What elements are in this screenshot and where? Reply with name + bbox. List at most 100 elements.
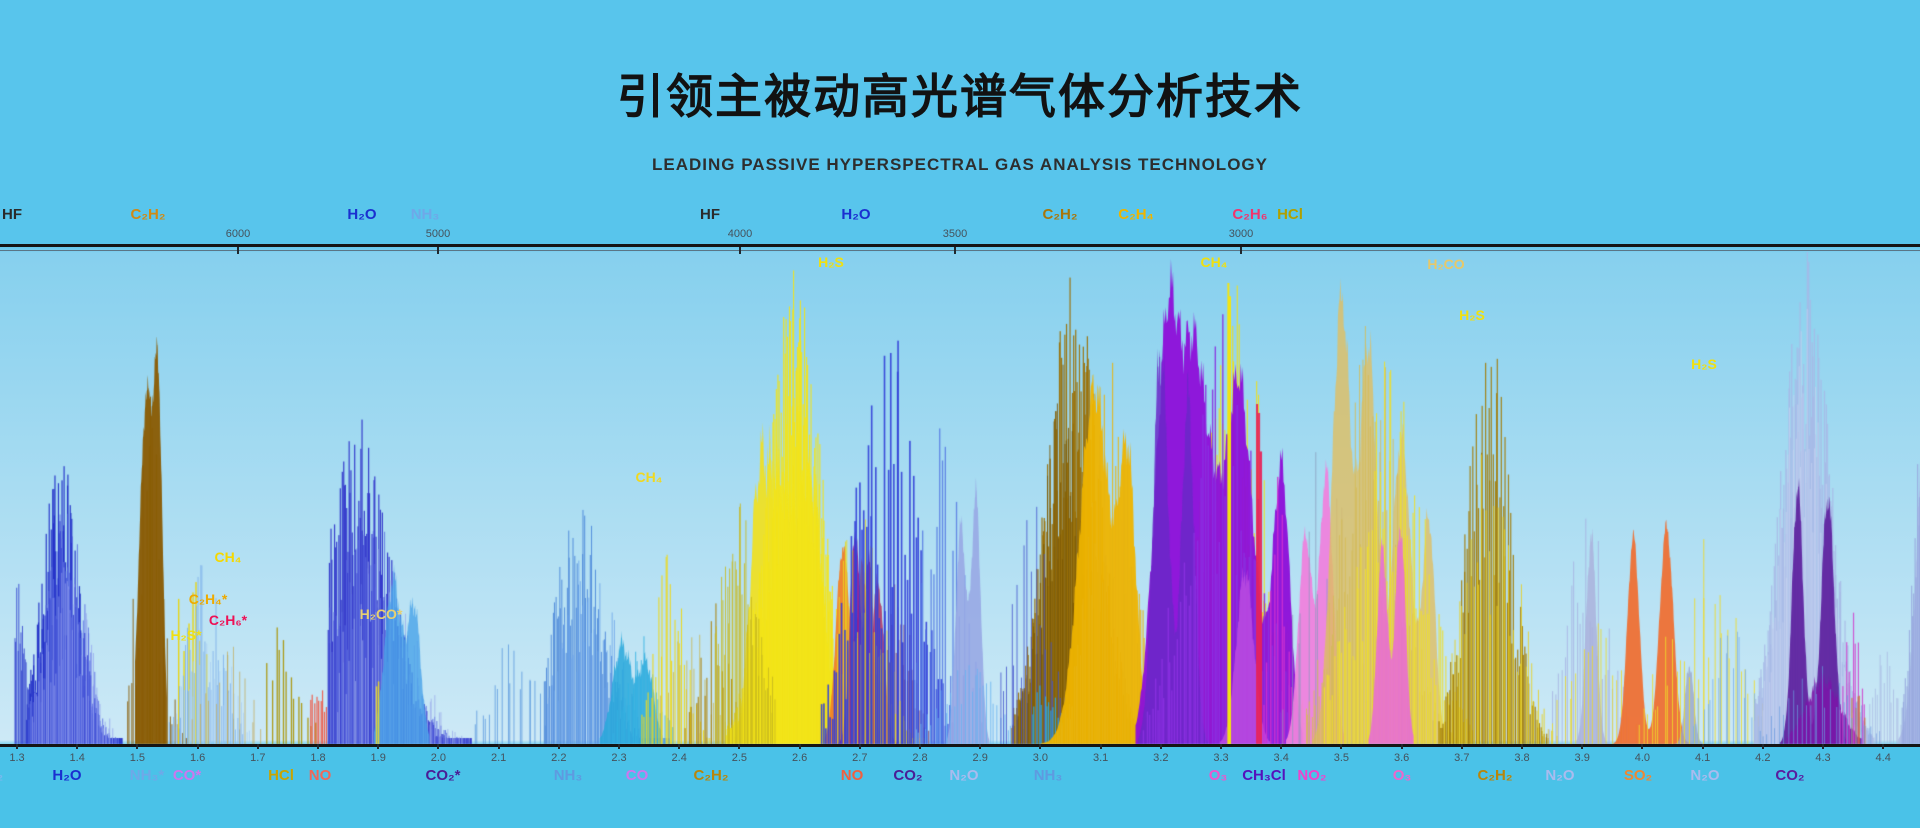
bottom-tick-label: 2.9 bbox=[972, 752, 988, 764]
bottom-tick-mark bbox=[738, 744, 741, 749]
bottom-tick-mark bbox=[196, 744, 199, 749]
bottom-molecule-label: CO₂* bbox=[425, 767, 461, 784]
bottom-tick-mark bbox=[1099, 744, 1102, 749]
bottom-tick-mark bbox=[1220, 744, 1222, 749]
bottom-tick-label: 2.2 bbox=[551, 752, 567, 764]
bottom-tick-mark bbox=[1641, 744, 1644, 749]
bottom-molecule-label: NH₃* bbox=[129, 767, 165, 784]
bottom-tick-label: 3.9 bbox=[1574, 752, 1590, 764]
spectrum-annotation-label: H₂S* bbox=[170, 627, 202, 643]
bottom-molecule-label: N₂O bbox=[1690, 767, 1720, 784]
bottom-tick-label: 3.8 bbox=[1514, 752, 1530, 764]
top-tick-label: 3000 bbox=[1228, 228, 1254, 240]
bottom-tick-label: 2.0 bbox=[430, 752, 447, 764]
spectrum-annotation-label: CH₄ bbox=[1200, 254, 1228, 270]
bottom-tick-mark bbox=[256, 744, 259, 749]
bottom-tick-label: 1.8 bbox=[310, 752, 326, 764]
bottom-tick-mark bbox=[16, 744, 18, 749]
bottom-tick-label: 1.6 bbox=[189, 752, 206, 764]
bottom-tick-mark bbox=[1761, 744, 1764, 749]
bottom-molecule-label: NO₂ bbox=[1297, 767, 1327, 784]
bottom-molecule-label: CO₂ bbox=[893, 767, 923, 784]
top-tick-label: 5000 bbox=[425, 228, 451, 240]
bottom-tick-mark bbox=[1460, 744, 1463, 749]
bottom-tick-mark bbox=[1340, 744, 1343, 749]
bottom-tick-label: 2.5 bbox=[731, 752, 748, 764]
bottom-tick-label: 3.0 bbox=[1032, 752, 1049, 764]
bottom-tick-mark bbox=[858, 744, 861, 749]
bottom-tick-mark bbox=[1581, 744, 1584, 749]
bottom-tick-label: 4.0 bbox=[1634, 752, 1651, 764]
bottom-tick-label: 1.7 bbox=[250, 752, 266, 764]
top-axis-line bbox=[0, 244, 1920, 247]
bottom-molecule-label: O₃ bbox=[1208, 767, 1228, 784]
bottom-tick-label: 3.1 bbox=[1092, 752, 1109, 764]
bottom-molecule-label: H₂O bbox=[52, 767, 82, 784]
bottom-tick-label: 3.6 bbox=[1393, 752, 1410, 764]
page-subtitle: LEADING PASSIVE HYPERSPECTRAL GAS ANALYS… bbox=[652, 155, 1268, 174]
bottom-tick-label: 3.7 bbox=[1454, 752, 1470, 764]
bottom-molecule-label: C₂H₂ bbox=[1477, 767, 1513, 784]
bottom-tick-label: 1.9 bbox=[370, 752, 386, 764]
bottom-molecule-label: N₂O bbox=[949, 767, 979, 784]
top-molecule-label: C₂H₆ bbox=[1232, 206, 1268, 223]
bottom-tick-label: 1.4 bbox=[69, 752, 85, 764]
spectrum-annotation-label: H₂CO bbox=[1427, 256, 1465, 272]
bottom-tick-label: 4.4 bbox=[1875, 752, 1891, 764]
bottom-molecule-label: C₂H₂ bbox=[693, 767, 729, 784]
top-tick-mark bbox=[437, 247, 439, 254]
bottom-molecule-label: O₃ bbox=[1392, 767, 1412, 784]
spectrum-annotation-label: CH₄ bbox=[214, 549, 242, 565]
bottom-tick-mark bbox=[1400, 744, 1403, 749]
bottom-tick-label: 1.3 bbox=[9, 752, 25, 764]
bottom-tick-label: 2.8 bbox=[912, 752, 928, 764]
bottom-tick-mark bbox=[136, 744, 139, 749]
bottom-tick-label: 4.3 bbox=[1815, 752, 1831, 764]
top-tick-label: 4000 bbox=[727, 228, 753, 240]
bottom-tick-mark bbox=[678, 744, 681, 749]
bottom-tick-mark bbox=[76, 744, 79, 749]
page-title: 引领主被动高光谱气体分析技术 bbox=[617, 70, 1303, 123]
spectrum-annotation-label: H₂S bbox=[1691, 356, 1717, 372]
bottom-tick-mark bbox=[1280, 744, 1283, 749]
top-tick-mark bbox=[1240, 247, 1242, 254]
top-molecule-label: NH₃ bbox=[410, 206, 440, 223]
top-tick-mark bbox=[237, 247, 239, 254]
bottom-tick-label: 2.6 bbox=[791, 752, 808, 764]
bottom-tick-label: 4.1 bbox=[1694, 752, 1711, 764]
top-molecule-label: H₂O bbox=[347, 206, 377, 223]
bottom-tick-label: 2.3 bbox=[611, 752, 627, 764]
bottom-tick-label: 2.4 bbox=[671, 752, 687, 764]
bottom-tick-label: 1.5 bbox=[129, 752, 146, 764]
top-tick-mark bbox=[954, 247, 956, 254]
top-molecule-label: C₂H₄ bbox=[1118, 206, 1154, 223]
bottom-tick-mark bbox=[1822, 744, 1824, 749]
top-tick-label: 3500 bbox=[942, 228, 968, 240]
bottom-tick-mark bbox=[437, 744, 440, 749]
bottom-molecule-label: CO bbox=[625, 767, 649, 784]
spectrum-annotation-label: H₂S bbox=[1459, 307, 1485, 323]
bottom-molecule-label: O₂ bbox=[0, 768, 3, 783]
spectrum-annotation-label: H₂CO* bbox=[359, 606, 403, 622]
bottom-molecule-label: HCl bbox=[268, 767, 294, 784]
bottom-tick-label: 2.7 bbox=[852, 752, 868, 764]
bottom-tick-mark bbox=[1882, 744, 1885, 749]
bottom-tick-mark bbox=[979, 744, 982, 749]
bottom-tick-label: 4.2 bbox=[1755, 752, 1771, 764]
spectrum-annotation-label: CH₄ bbox=[635, 469, 663, 485]
bottom-tick-label: 3.4 bbox=[1273, 752, 1289, 764]
bottom-tick-mark bbox=[1039, 744, 1042, 749]
bottom-tick-mark bbox=[919, 744, 921, 749]
top-molecule-label: H₂O bbox=[841, 206, 871, 223]
bottom-tick-mark bbox=[1159, 744, 1162, 749]
bottom-tick-mark bbox=[618, 744, 620, 749]
bottom-tick-mark bbox=[317, 744, 319, 749]
bottom-molecule-label: NO bbox=[840, 767, 864, 784]
bottom-tick-label: 3.3 bbox=[1213, 752, 1229, 764]
top-molecule-label: C₂H₂ bbox=[130, 206, 166, 223]
bottom-tick-mark bbox=[557, 744, 560, 749]
top-molecule-label: HCl bbox=[1277, 206, 1303, 223]
bottom-molecule-label: SO₂ bbox=[1623, 767, 1653, 784]
